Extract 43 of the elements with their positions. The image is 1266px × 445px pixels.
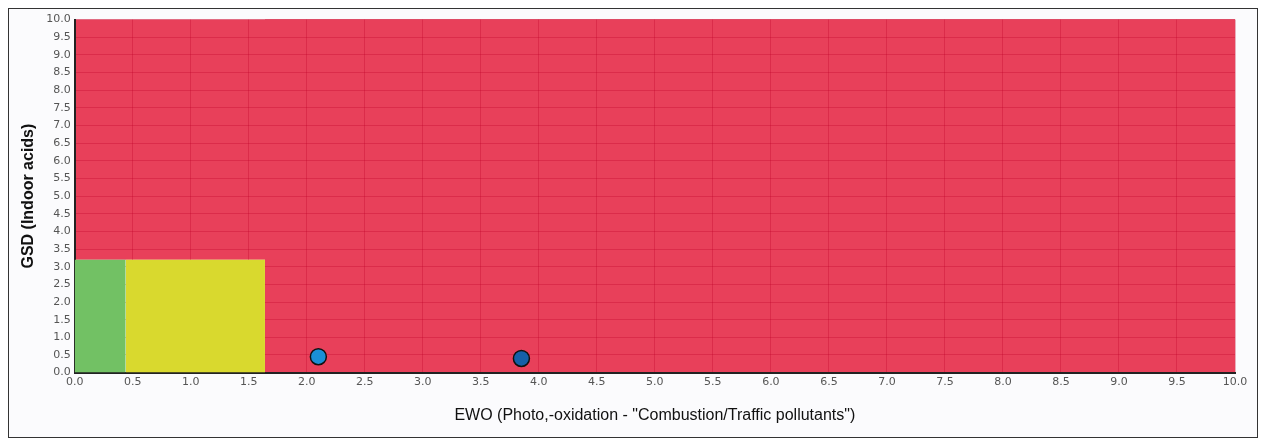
y-tick-label: 6.0 (53, 153, 71, 167)
x-tick-label: 9.0 (1110, 375, 1128, 389)
x-tick-label: 4.5 (588, 375, 606, 389)
y-tick-label: 6.5 (53, 136, 71, 150)
x-tick-label: 8.0 (994, 375, 1012, 389)
x-tick-label: 0.0 (65, 375, 84, 389)
x-tick-label: 3.0 (414, 375, 432, 389)
y-tick-label: 1.5 (53, 312, 71, 326)
x-tick-label: 9.5 (1168, 375, 1186, 389)
x-tick-label: 8.5 (1052, 375, 1070, 389)
x-tick-label: 6.0 (762, 375, 780, 389)
x-tick-label: 2.5 (356, 375, 374, 389)
x-tick-label: 7.5 (936, 375, 954, 389)
x-tick-label: 5.5 (704, 375, 722, 389)
x-tick-label: 7.0 (878, 375, 896, 389)
y-tick-label: 8.0 (53, 83, 71, 97)
x-tick-label: 5.0 (646, 375, 664, 389)
y-tick-label: 8.5 (53, 65, 71, 79)
x-tick-label: 3.5 (472, 375, 490, 389)
x-tick-label: 6.5 (820, 375, 838, 389)
y-tick-label: 4.5 (53, 206, 71, 220)
x-axis-title: EWO (Photo,-oxidation - "Combustion/Traffic pollutants") (454, 405, 856, 423)
x-tick-label: 2.0 (298, 375, 316, 389)
y-tick-label: 1.0 (53, 330, 71, 344)
y-tick-label: 4.0 (53, 224, 71, 238)
y-tick-label: 9.0 (53, 47, 71, 61)
y-axis-title: GSD (Indoor acids) (19, 123, 37, 269)
x-tick-label: 0.5 (123, 375, 142, 389)
y-tick-label: 7.0 (53, 118, 71, 132)
y-tick-label: 2.0 (53, 294, 71, 308)
x-tick-label: 1.5 (239, 375, 258, 389)
y-tick-label: 5.5 (53, 171, 71, 185)
x-tick-label: 1.0 (181, 375, 200, 389)
y-tick-label: 2.5 (53, 277, 71, 291)
y-tick-label: 3.0 (53, 259, 71, 273)
y-tick-label: 10.0 (46, 12, 71, 26)
y-tick-label: 3.5 (53, 241, 71, 255)
x-tick-label: 10.0 (1222, 375, 1248, 389)
y-tick-label: 5.0 (53, 188, 71, 202)
y-tick-label: 0.5 (53, 347, 71, 361)
y-tick-label: 9.5 (53, 30, 71, 44)
x-tick-label: 4.0 (530, 375, 548, 389)
y-tick-label: 7.5 (53, 100, 71, 114)
